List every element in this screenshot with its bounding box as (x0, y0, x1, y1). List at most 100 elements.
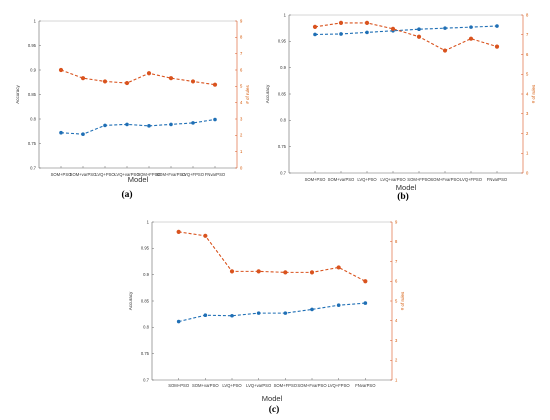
rules-series-line (178, 231, 366, 282)
accuracy-point (203, 313, 208, 318)
accuracy-point (365, 30, 369, 35)
rules-point (364, 20, 370, 25)
y2-tick-label: 9 (240, 18, 243, 23)
y-axis-title: Accuracy (15, 85, 20, 104)
y-tick-label: 0.85 (28, 92, 37, 97)
rules-point (212, 82, 218, 87)
x-tick-label: LVQ+PSO (95, 172, 115, 177)
y2-tick-label: 1 (395, 377, 398, 382)
x-tick-label: LVQ+varPSO (114, 172, 140, 177)
y-tick-label: 0.75 (28, 141, 37, 146)
rules-point (494, 44, 500, 49)
y-tick-label: 0.75 (141, 351, 150, 356)
x-tick-label: LVQ+varPSO (380, 177, 406, 182)
chart-panel-1: 0.70.750.80.850.90.9510123456789SOM+PSOS… (15, 18, 250, 200)
x-tick-label: LVQ+PSO (357, 177, 377, 182)
accuracy-series-line (314, 25, 498, 36)
y-tick-label: 0.95 (28, 43, 37, 48)
x-tick-label: SOM+FPSO (407, 177, 431, 182)
accuracy-point (59, 130, 63, 135)
y2-tick-label: 0 (240, 165, 243, 170)
y2-axis-title: # of rules (400, 291, 405, 310)
accuracy-point (125, 122, 129, 127)
x-tick-label: SOM+FvarPSO (430, 177, 460, 182)
accuracy-point (469, 25, 473, 29)
y2-tick-label: 5 (240, 84, 243, 89)
y-tick-label: 0.9 (30, 67, 36, 72)
x-tick-label: SOM+FPSO (274, 383, 298, 388)
y-axis-title: Accuracy (265, 84, 270, 103)
rules-point (190, 79, 196, 84)
accuracy-point (103, 123, 107, 128)
x-axis-title: Model (396, 183, 417, 192)
y-tick-label: 1 (34, 18, 37, 23)
y2-tick-label: 8 (240, 35, 243, 40)
accuracy-point (310, 307, 314, 312)
x-axis-title: Model (128, 175, 149, 184)
rules-point (283, 270, 288, 275)
x-tick-label: LVQ+PSO (222, 383, 242, 388)
y2-axis-title: # of rules (245, 84, 250, 103)
rules-point (124, 80, 130, 86)
y2-tick-label: 6 (240, 67, 243, 72)
accuracy-point (363, 301, 368, 305)
y2-tick-label: 4 (240, 100, 243, 105)
y-tick-label: 0.95 (141, 246, 150, 251)
y-tick-label: 0.8 (143, 325, 149, 330)
y2-tick-label: 4 (526, 91, 529, 96)
accuracy-series-line (60, 118, 216, 135)
rules-point (416, 34, 422, 39)
rules-point (468, 36, 474, 41)
rules-point (338, 20, 344, 25)
y-tick-label: 0.9 (280, 65, 286, 70)
y2-tick-label: 2 (395, 358, 398, 363)
rules-point (102, 79, 108, 84)
accuracy-point (339, 32, 343, 36)
accuracy-point (443, 26, 447, 30)
y2-tick-label: 1 (240, 149, 243, 154)
accuracy-point (169, 122, 173, 127)
x-tick-label: SOM+varPSO (192, 383, 219, 388)
x-tick-label: SOM+FvarPSO (297, 383, 327, 388)
x-tick-label: SOM+PSO (168, 383, 190, 388)
rules-series-line (314, 22, 498, 52)
y2-tick-label: 5 (395, 298, 398, 303)
panel-caption: (b) (397, 191, 409, 202)
accuracy-point (176, 319, 181, 324)
y-tick-label: 0.8 (280, 118, 286, 123)
x-tick-label: LVQ+FPSO (328, 383, 351, 388)
y-tick-label: 0.75 (278, 144, 287, 149)
x-tick-label: FNvarPSO (487, 177, 508, 182)
y-axis-title: Accuracy (128, 291, 133, 310)
rules-point (363, 279, 368, 284)
accuracy-point (256, 311, 261, 315)
accuracy-series-line (178, 302, 366, 323)
panel-caption: (a) (121, 189, 132, 200)
y2-tick-label: 8 (395, 239, 398, 244)
rules-point (312, 24, 318, 29)
accuracy-point (230, 313, 234, 318)
accuracy-point (191, 121, 195, 125)
rules-point (146, 71, 152, 76)
accuracy-point (147, 124, 151, 128)
y2-tick-label: 7 (395, 259, 398, 264)
rules-point (203, 233, 208, 238)
y2-tick-label: 9 (395, 219, 398, 224)
x-tick-label: FNvarPSO (205, 172, 226, 177)
x-tick-label: LVQ+FPSO (460, 177, 483, 182)
accuracy-point (495, 24, 499, 28)
rules-point (256, 269, 261, 274)
rules-point (176, 229, 181, 234)
rules-point (229, 269, 235, 274)
x-tick-label: SOM+varPSO (70, 172, 97, 177)
y2-tick-label: 5 (526, 72, 529, 77)
y2-tick-label: 8 (526, 12, 529, 17)
y2-tick-label: 2 (526, 131, 529, 136)
y-tick-label: 0.7 (280, 170, 286, 175)
y-tick-label: 1 (284, 12, 287, 17)
rules-point (309, 270, 315, 275)
x-tick-label: SOM+PSO (305, 177, 327, 182)
accuracy-point (417, 27, 421, 32)
